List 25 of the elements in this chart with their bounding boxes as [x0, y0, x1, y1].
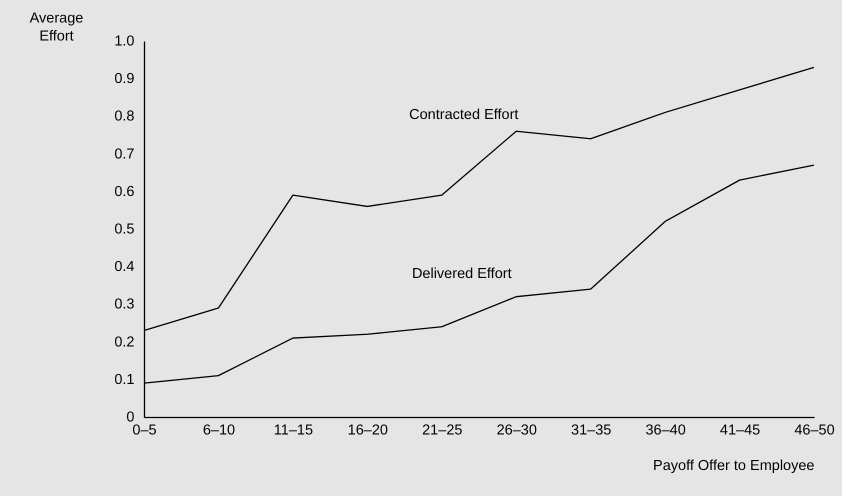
y-tick-label: 0.6	[114, 184, 134, 200]
y-tick-label: 0	[126, 410, 134, 426]
x-tick-label: 16–20	[348, 422, 388, 438]
y-tick-label: 0.9	[114, 71, 134, 88]
x-tick-label: 0–5	[132, 422, 157, 438]
x-tick-label: 11–15	[274, 422, 314, 438]
y-tick-label: 0.7	[114, 146, 134, 162]
y-tick-label: 1.0	[114, 34, 134, 50]
x-tick-label: 41–45	[720, 422, 760, 438]
y-tick-label: 0.3	[114, 296, 134, 313]
x-tick-label: 31–35	[571, 422, 612, 438]
series-label: Delivered Effort	[412, 266, 512, 282]
x-tick-label: 26–30	[496, 422, 537, 438]
y-tick-label: 0.5	[114, 222, 134, 238]
x-tick-label: 21–25	[422, 422, 462, 438]
y-tick-label: 0.1	[114, 372, 134, 388]
x-tick-label: 46–50	[794, 422, 835, 438]
y-tick-label: 0.4	[114, 259, 134, 276]
series-label: Contracted Effort	[409, 107, 518, 124]
x-tick-label: 36–40	[645, 422, 686, 438]
y-axis-title: Average Effort	[30, 10, 84, 44]
y-tick-label: 0.2	[114, 334, 134, 350]
y-tick-label: 0.8	[114, 108, 134, 125]
x-tick-label: 6–10	[202, 422, 236, 438]
x-axis-title: Payoff Offer to Employee	[653, 458, 814, 474]
